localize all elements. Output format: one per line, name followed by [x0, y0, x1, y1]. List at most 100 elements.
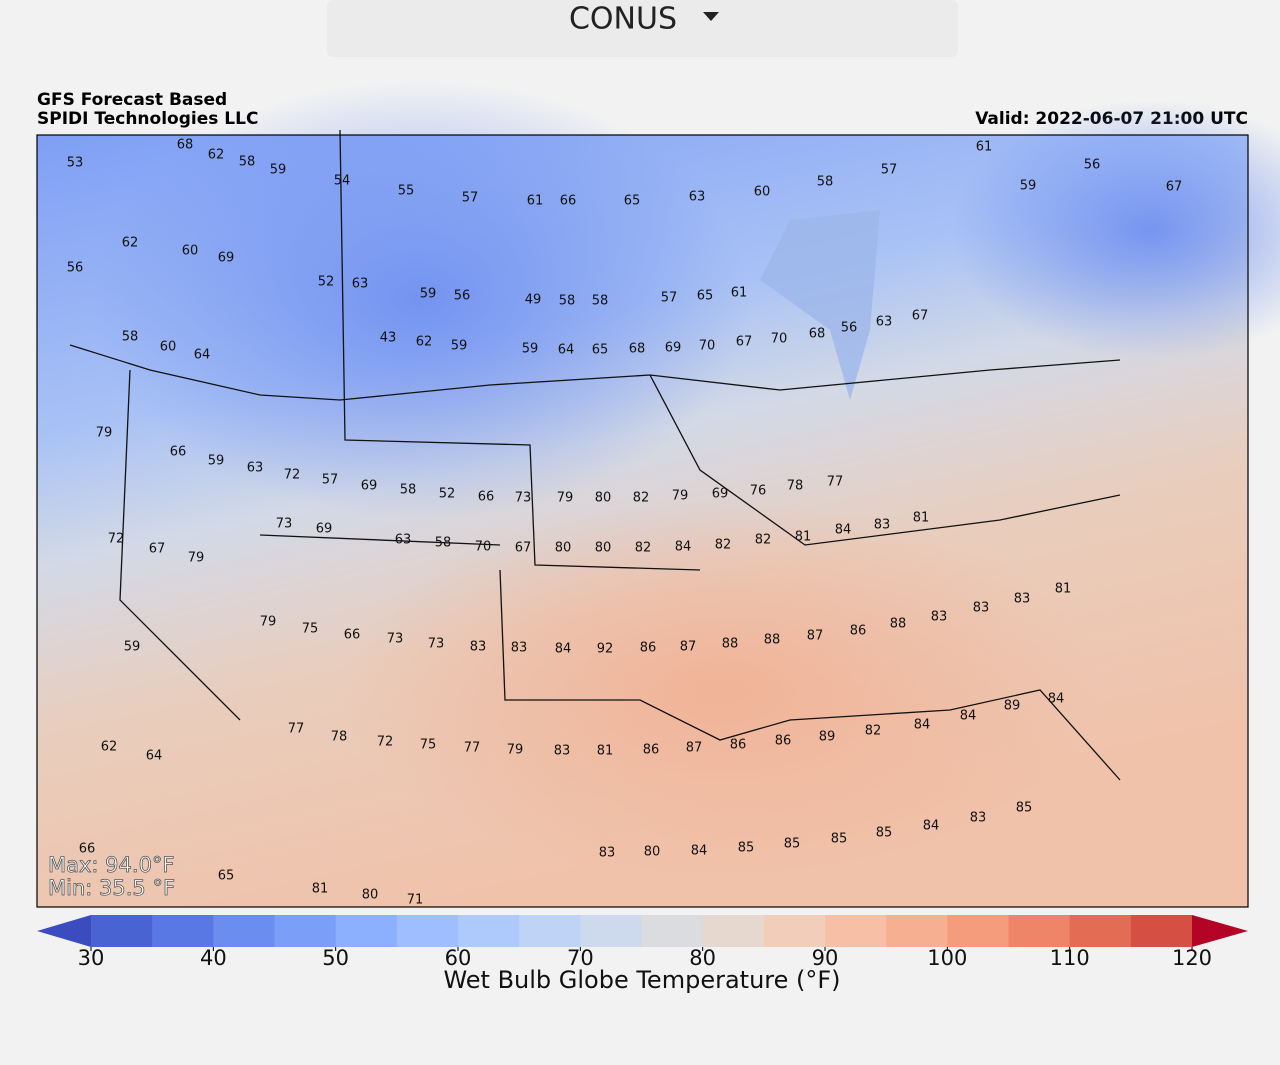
- station-value: 84: [960, 709, 977, 724]
- station-value: 86: [730, 738, 747, 753]
- station-value: 67: [736, 335, 753, 350]
- station-value: 64: [194, 348, 211, 363]
- station-value: 57: [881, 163, 898, 178]
- station-value: 59: [124, 640, 141, 655]
- colorbar-tick-label: 90: [812, 946, 839, 970]
- colorbar-band: [396, 915, 459, 947]
- station-value: 58: [239, 155, 256, 170]
- station-value: 52: [439, 487, 456, 502]
- station-value: 79: [188, 551, 205, 566]
- station-value: 67: [149, 542, 166, 557]
- map-frame: [36, 134, 1249, 908]
- station-value: 83: [470, 640, 487, 655]
- station-value: 69: [316, 522, 333, 537]
- station-value: 43: [380, 331, 397, 346]
- station-value: 63: [395, 533, 412, 548]
- station-value: 69: [361, 479, 378, 494]
- station-value: 85: [831, 832, 848, 847]
- colorbar-band: [702, 915, 765, 947]
- station-value: 67: [1166, 180, 1183, 195]
- station-value: 65: [218, 869, 235, 884]
- max-label: Max: 94.0°F: [48, 853, 175, 877]
- station-value: 68: [629, 342, 646, 357]
- station-value: 57: [322, 473, 339, 488]
- station-value: 55: [398, 184, 415, 199]
- station-value: 83: [973, 601, 990, 616]
- station-value: 49: [525, 293, 542, 308]
- station-value: 80: [362, 888, 379, 903]
- station-value: 84: [675, 540, 692, 555]
- station-value: 63: [352, 277, 369, 292]
- borders: [69, 129, 1121, 781]
- station-value: 69: [665, 341, 682, 356]
- station-value: 79: [672, 489, 689, 504]
- colorbar-tick-label: 80: [689, 946, 716, 970]
- station-value: 65: [624, 194, 641, 209]
- cold-area: [90, 80, 750, 520]
- station-value: 57: [661, 291, 678, 306]
- colorbar-band: [641, 915, 704, 947]
- station-value: 79: [260, 615, 277, 630]
- station-value: 84: [691, 844, 708, 859]
- station-value: 79: [507, 743, 524, 758]
- station-value: 84: [835, 523, 852, 538]
- station-value: 70: [475, 540, 492, 555]
- station-value: 66: [170, 445, 187, 460]
- station-value: 75: [420, 738, 437, 753]
- dropdown[interactable]: [327, 0, 958, 57]
- colorbar-band: [1130, 915, 1193, 947]
- colorbar-band: [1069, 915, 1132, 947]
- station-value: 53: [67, 156, 84, 171]
- station-value: 83: [599, 846, 616, 861]
- colorbar-tick-label: 60: [445, 946, 472, 970]
- min-label: Min: 35.5 °F: [48, 876, 175, 900]
- station-value: 56: [841, 321, 858, 336]
- map: [36, 80, 1280, 908]
- station-value: 66: [560, 194, 577, 209]
- station-value: 89: [819, 730, 836, 745]
- colorbar-tick-label: 110: [1050, 946, 1090, 970]
- colorbar-tick-label: 120: [1172, 946, 1212, 970]
- colorbar-tick-label: 40: [200, 946, 227, 970]
- station-value: 59: [522, 342, 539, 357]
- station-value: 81: [312, 882, 329, 897]
- station-value: 81: [913, 511, 930, 526]
- colorbar-tick-label: 70: [567, 946, 594, 970]
- station-value: 60: [160, 340, 177, 355]
- station-value: 70: [771, 332, 788, 347]
- station-value: 66: [79, 842, 96, 857]
- station-value: 81: [597, 744, 614, 759]
- station-value: 72: [284, 468, 301, 483]
- colorbar-band: [274, 915, 337, 947]
- station-value: 70: [699, 339, 716, 354]
- colorbar-band: [213, 915, 275, 947]
- station-value: 59: [451, 339, 468, 354]
- colorbar-band: [825, 915, 887, 947]
- station-value: 77: [288, 722, 305, 737]
- station-value: 68: [177, 138, 194, 153]
- station-value: 86: [775, 734, 792, 749]
- station-value: 60: [754, 185, 771, 200]
- colorbar-band: [947, 915, 1009, 947]
- colorbar: 30 40 50 60 70 80 90 100 110 120: [37, 915, 1248, 970]
- station-value: 88: [890, 617, 907, 632]
- station-value: 85: [738, 841, 755, 856]
- station-value: 68: [809, 327, 826, 342]
- station-value: 58: [400, 483, 417, 498]
- colorbar-band: [580, 915, 642, 947]
- station-value: 84: [555, 642, 572, 657]
- station-value: 86: [643, 743, 660, 758]
- station-value: 73: [515, 491, 532, 506]
- colorbar-band: [763, 915, 826, 947]
- dropdown-label[interactable]: CONUS: [569, 2, 677, 37]
- station-value: 57: [462, 191, 479, 206]
- great-lakes: [760, 210, 880, 400]
- station-value: 85: [876, 826, 893, 841]
- station-value: 80: [644, 845, 661, 860]
- station-value: 61: [527, 194, 544, 209]
- station-value: 73: [387, 632, 404, 647]
- colorbar-band: [886, 915, 948, 947]
- station-value: 78: [787, 479, 804, 494]
- station-value: 86: [850, 624, 867, 639]
- dropdown-arrow[interactable]: [703, 12, 719, 21]
